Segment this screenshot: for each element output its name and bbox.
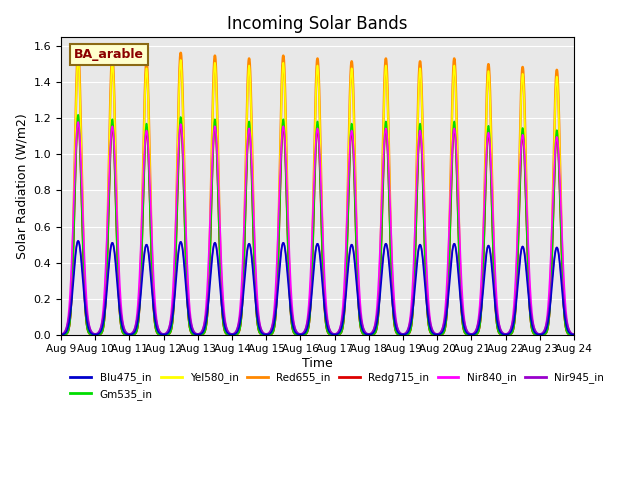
Nir945_in — [568, 331, 576, 336]
Gm535_in — [161, 332, 169, 337]
Gm535_in — [167, 328, 175, 334]
Blu475_in — [161, 332, 169, 337]
Yel580_in — [461, 329, 468, 335]
Red655_in — [570, 332, 578, 337]
Gm535_in — [388, 289, 396, 295]
Red655_in — [568, 332, 576, 337]
Nir945_in — [570, 331, 578, 337]
Red655_in — [161, 332, 169, 337]
Redg715_in — [568, 332, 576, 337]
Line: Nir945_in: Nir945_in — [61, 241, 574, 334]
Yel580_in — [568, 332, 576, 337]
Line: Nir840_in: Nir840_in — [61, 122, 574, 335]
Blu475_in — [461, 326, 468, 332]
Gm535_in — [249, 224, 257, 229]
Blu475_in — [568, 332, 576, 337]
Gm535_in — [57, 332, 65, 337]
Redg715_in — [167, 328, 175, 334]
Redg715_in — [161, 332, 169, 337]
Redg715_in — [57, 332, 65, 337]
Redg715_in — [249, 228, 257, 233]
Line: Blu475_in: Blu475_in — [61, 241, 574, 335]
Nir945_in — [461, 321, 468, 327]
Gm535_in — [461, 330, 468, 336]
Nir840_in — [388, 252, 396, 258]
Nir840_in — [568, 331, 576, 337]
Yel580_in — [74, 54, 82, 60]
Blu475_in — [167, 324, 175, 330]
Nir840_in — [57, 332, 65, 337]
Nir840_in — [570, 332, 578, 337]
Legend: Blu475_in, Gm535_in, Yel580_in, Red655_in, Redg715_in, Nir840_in, Nir945_in: Blu475_in, Gm535_in, Yel580_in, Red655_i… — [66, 368, 608, 404]
Nir840_in — [74, 119, 82, 125]
X-axis label: Time: Time — [302, 357, 333, 370]
Yel580_in — [388, 278, 396, 284]
Nir945_in — [167, 317, 175, 323]
Line: Yel580_in: Yel580_in — [61, 57, 574, 335]
Line: Red655_in: Red655_in — [61, 50, 574, 335]
Red655_in — [249, 192, 257, 198]
Nir840_in — [161, 331, 169, 337]
Yel580_in — [249, 195, 257, 201]
Yel580_in — [161, 332, 169, 337]
Line: Redg715_in: Redg715_in — [61, 122, 574, 335]
Red655_in — [57, 332, 65, 337]
Title: Incoming Solar Bands: Incoming Solar Bands — [227, 15, 408, 33]
Nir945_in — [388, 287, 396, 293]
Line: Gm535_in: Gm535_in — [61, 115, 574, 335]
Blu475_in — [388, 297, 396, 302]
Yel580_in — [57, 332, 65, 337]
Redg715_in — [461, 330, 468, 336]
Red655_in — [388, 276, 396, 282]
Redg715_in — [74, 119, 82, 125]
Gm535_in — [74, 112, 82, 118]
Yel580_in — [167, 327, 175, 333]
Nir840_in — [249, 194, 257, 200]
Yel580_in — [570, 332, 578, 337]
Gm535_in — [568, 332, 576, 337]
Nir945_in — [249, 264, 257, 270]
Nir945_in — [74, 238, 82, 244]
Blu475_in — [57, 332, 65, 337]
Blu475_in — [249, 271, 257, 277]
Blu475_in — [570, 332, 578, 337]
Nir840_in — [167, 314, 175, 320]
Red655_in — [167, 327, 175, 333]
Red655_in — [461, 329, 468, 335]
Redg715_in — [388, 290, 396, 296]
Gm535_in — [570, 332, 578, 337]
Nir945_in — [57, 331, 65, 337]
Y-axis label: Solar Radiation (W/m2): Solar Radiation (W/m2) — [15, 113, 28, 259]
Nir840_in — [461, 320, 468, 325]
Text: BA_arable: BA_arable — [74, 48, 144, 61]
Blu475_in — [74, 238, 82, 244]
Nir945_in — [161, 331, 169, 336]
Red655_in — [74, 47, 82, 53]
Redg715_in — [570, 332, 578, 337]
